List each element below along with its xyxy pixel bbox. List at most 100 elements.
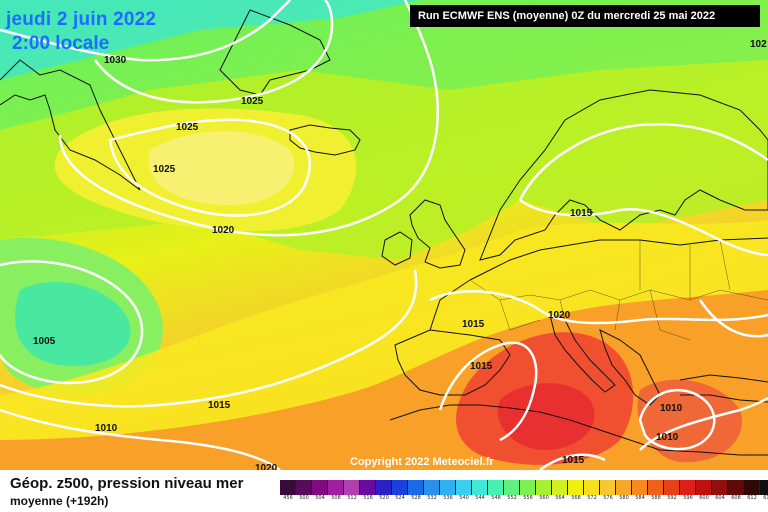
field-band-green-north — [0, 0, 768, 130]
color-scale-label: 524 — [395, 495, 405, 501]
color-scale-swatch — [760, 480, 768, 495]
legend-title: Géop. z500, pression niveau mer — [10, 475, 244, 492]
color-scale-swatch — [648, 480, 664, 495]
color-scale-swatches — [280, 480, 768, 495]
color-scale-swatch — [360, 480, 376, 495]
color-scale-labels: 456 500 504 508 512 516 520 524 528 532 536 540 544 5… — [280, 495, 768, 501]
color-scale-swatch — [472, 480, 488, 495]
color-scale-label: 560 — [539, 495, 549, 501]
coastlines — [0, 9, 768, 456]
isobar-label: 1020 — [255, 463, 278, 470]
color-scale-swatch — [664, 480, 680, 495]
isobar-label: 1020 — [548, 310, 571, 321]
field-band-cyan — [0, 0, 420, 80]
coast-scandinavia — [479, 89, 768, 261]
color-scale-label: 536 — [443, 495, 453, 501]
color-scale-swatch — [408, 480, 424, 495]
isobar-1015-scandinavia — [518, 123, 768, 257]
coast-north-africa — [389, 404, 768, 456]
color-scale-label: 580 — [619, 495, 629, 501]
color-scale-swatch — [376, 480, 392, 495]
color-scale-label: 544 — [475, 495, 485, 501]
color-scale-label: 532 — [427, 495, 437, 501]
run-info-banner: Run ECMWF ENS (moyenne) 0Z du mercredi 2… — [410, 5, 760, 27]
isobar-label: 1015 — [470, 361, 493, 372]
field-heat-core — [497, 383, 595, 450]
color-scale-label: 572 — [587, 495, 597, 501]
isobar-1030 — [0, 0, 291, 62]
color-scale-label: 588 — [651, 495, 661, 501]
color-scale-swatch — [328, 480, 344, 495]
color-scale-label: 584 — [635, 495, 645, 501]
color-scale-label: 604 — [715, 495, 725, 501]
isobar-label: 1015 — [562, 455, 585, 466]
color-scale-swatch — [584, 480, 600, 495]
field-band-yellow — [0, 220, 768, 440]
coast-greenland-east — [219, 9, 331, 96]
color-scale-swatch — [424, 480, 440, 495]
isobar-label: 1010 — [95, 423, 118, 434]
isobar-1020-atlantic — [58, 0, 439, 237]
color-scale-label: 512 — [347, 495, 357, 501]
color-scale-swatch — [392, 480, 408, 495]
field-low-sw-core — [14, 282, 131, 366]
field-ridge-core — [148, 131, 295, 205]
isobar-label: 1015 — [462, 319, 485, 330]
color-scale-swatch — [680, 480, 696, 495]
isobars — [0, 0, 768, 470]
isobar-1015-iberia — [438, 341, 538, 442]
isobar-label: 1025 — [176, 122, 199, 133]
forecast-date-title: jeudi 2 juin 2022 — [6, 9, 157, 30]
isobar-label: 1020 — [212, 225, 235, 236]
isobar-1015-europe — [429, 290, 768, 325]
color-scale-swatch — [280, 480, 296, 495]
color-scale-label: 592 — [667, 495, 677, 501]
color-scale-swatch — [312, 480, 328, 495]
color-scale-label: 616 — [763, 495, 768, 501]
coast-ireland — [381, 231, 413, 266]
coast-iceland — [289, 124, 361, 156]
isobar-label: 1025 — [153, 164, 176, 175]
color-scale-swatch — [296, 480, 312, 495]
color-scale-label: 556 — [523, 495, 533, 501]
color-scale-swatch — [456, 480, 472, 495]
color-scale-label: 568 — [571, 495, 581, 501]
coast-balkans — [599, 329, 661, 406]
color-scale-swatch — [440, 480, 456, 495]
isobar-label: 1030 — [104, 55, 127, 66]
isobar-label: 1010 — [656, 432, 679, 443]
color-scale-swatch — [600, 480, 616, 495]
color-scale-label: 576 — [603, 495, 613, 501]
isobar-1025-north — [93, 0, 334, 104]
color-scale-label: 504 — [315, 495, 325, 501]
forecast-time-title: 2:00 locale — [12, 33, 110, 54]
isobar-label: 1010 — [660, 403, 683, 414]
color-scale-swatch — [696, 480, 712, 495]
coast-europe-mainland — [429, 237, 768, 331]
isobar-1015-mid — [0, 269, 418, 408]
color-scale: 456 500 504 508 512 516 520 524 528 532 536 540 544 5… — [280, 480, 768, 501]
color-scale-swatch — [344, 480, 360, 495]
forecast-map: 1030 1025 1025 1025 1020 1005 1015 1010 … — [0, 0, 768, 470]
color-scale-label: 528 — [411, 495, 421, 501]
isobar-label: 1025 — [241, 96, 264, 107]
color-scale-swatch — [488, 480, 504, 495]
color-scale-label: 612 — [747, 495, 757, 501]
isobar-label: 102 — [750, 39, 767, 50]
coast-great-britain — [409, 199, 466, 269]
color-scale-label: 548 — [491, 495, 501, 501]
color-scale-swatch — [504, 480, 520, 495]
color-scale-swatch — [632, 480, 648, 495]
color-scale-swatch — [536, 480, 552, 495]
color-scale-label: 508 — [331, 495, 341, 501]
color-scale-label: 596 — [683, 495, 693, 501]
coast-iberia — [394, 329, 511, 396]
coast-italy — [549, 314, 616, 393]
color-scale-swatch — [520, 480, 536, 495]
isobar-1010-east-outer — [639, 396, 768, 451]
field-heat-east — [637, 379, 742, 463]
color-scale-swatch — [728, 480, 744, 495]
isobar-label: 1015 — [570, 208, 593, 219]
isobar-1005 — [0, 260, 144, 385]
